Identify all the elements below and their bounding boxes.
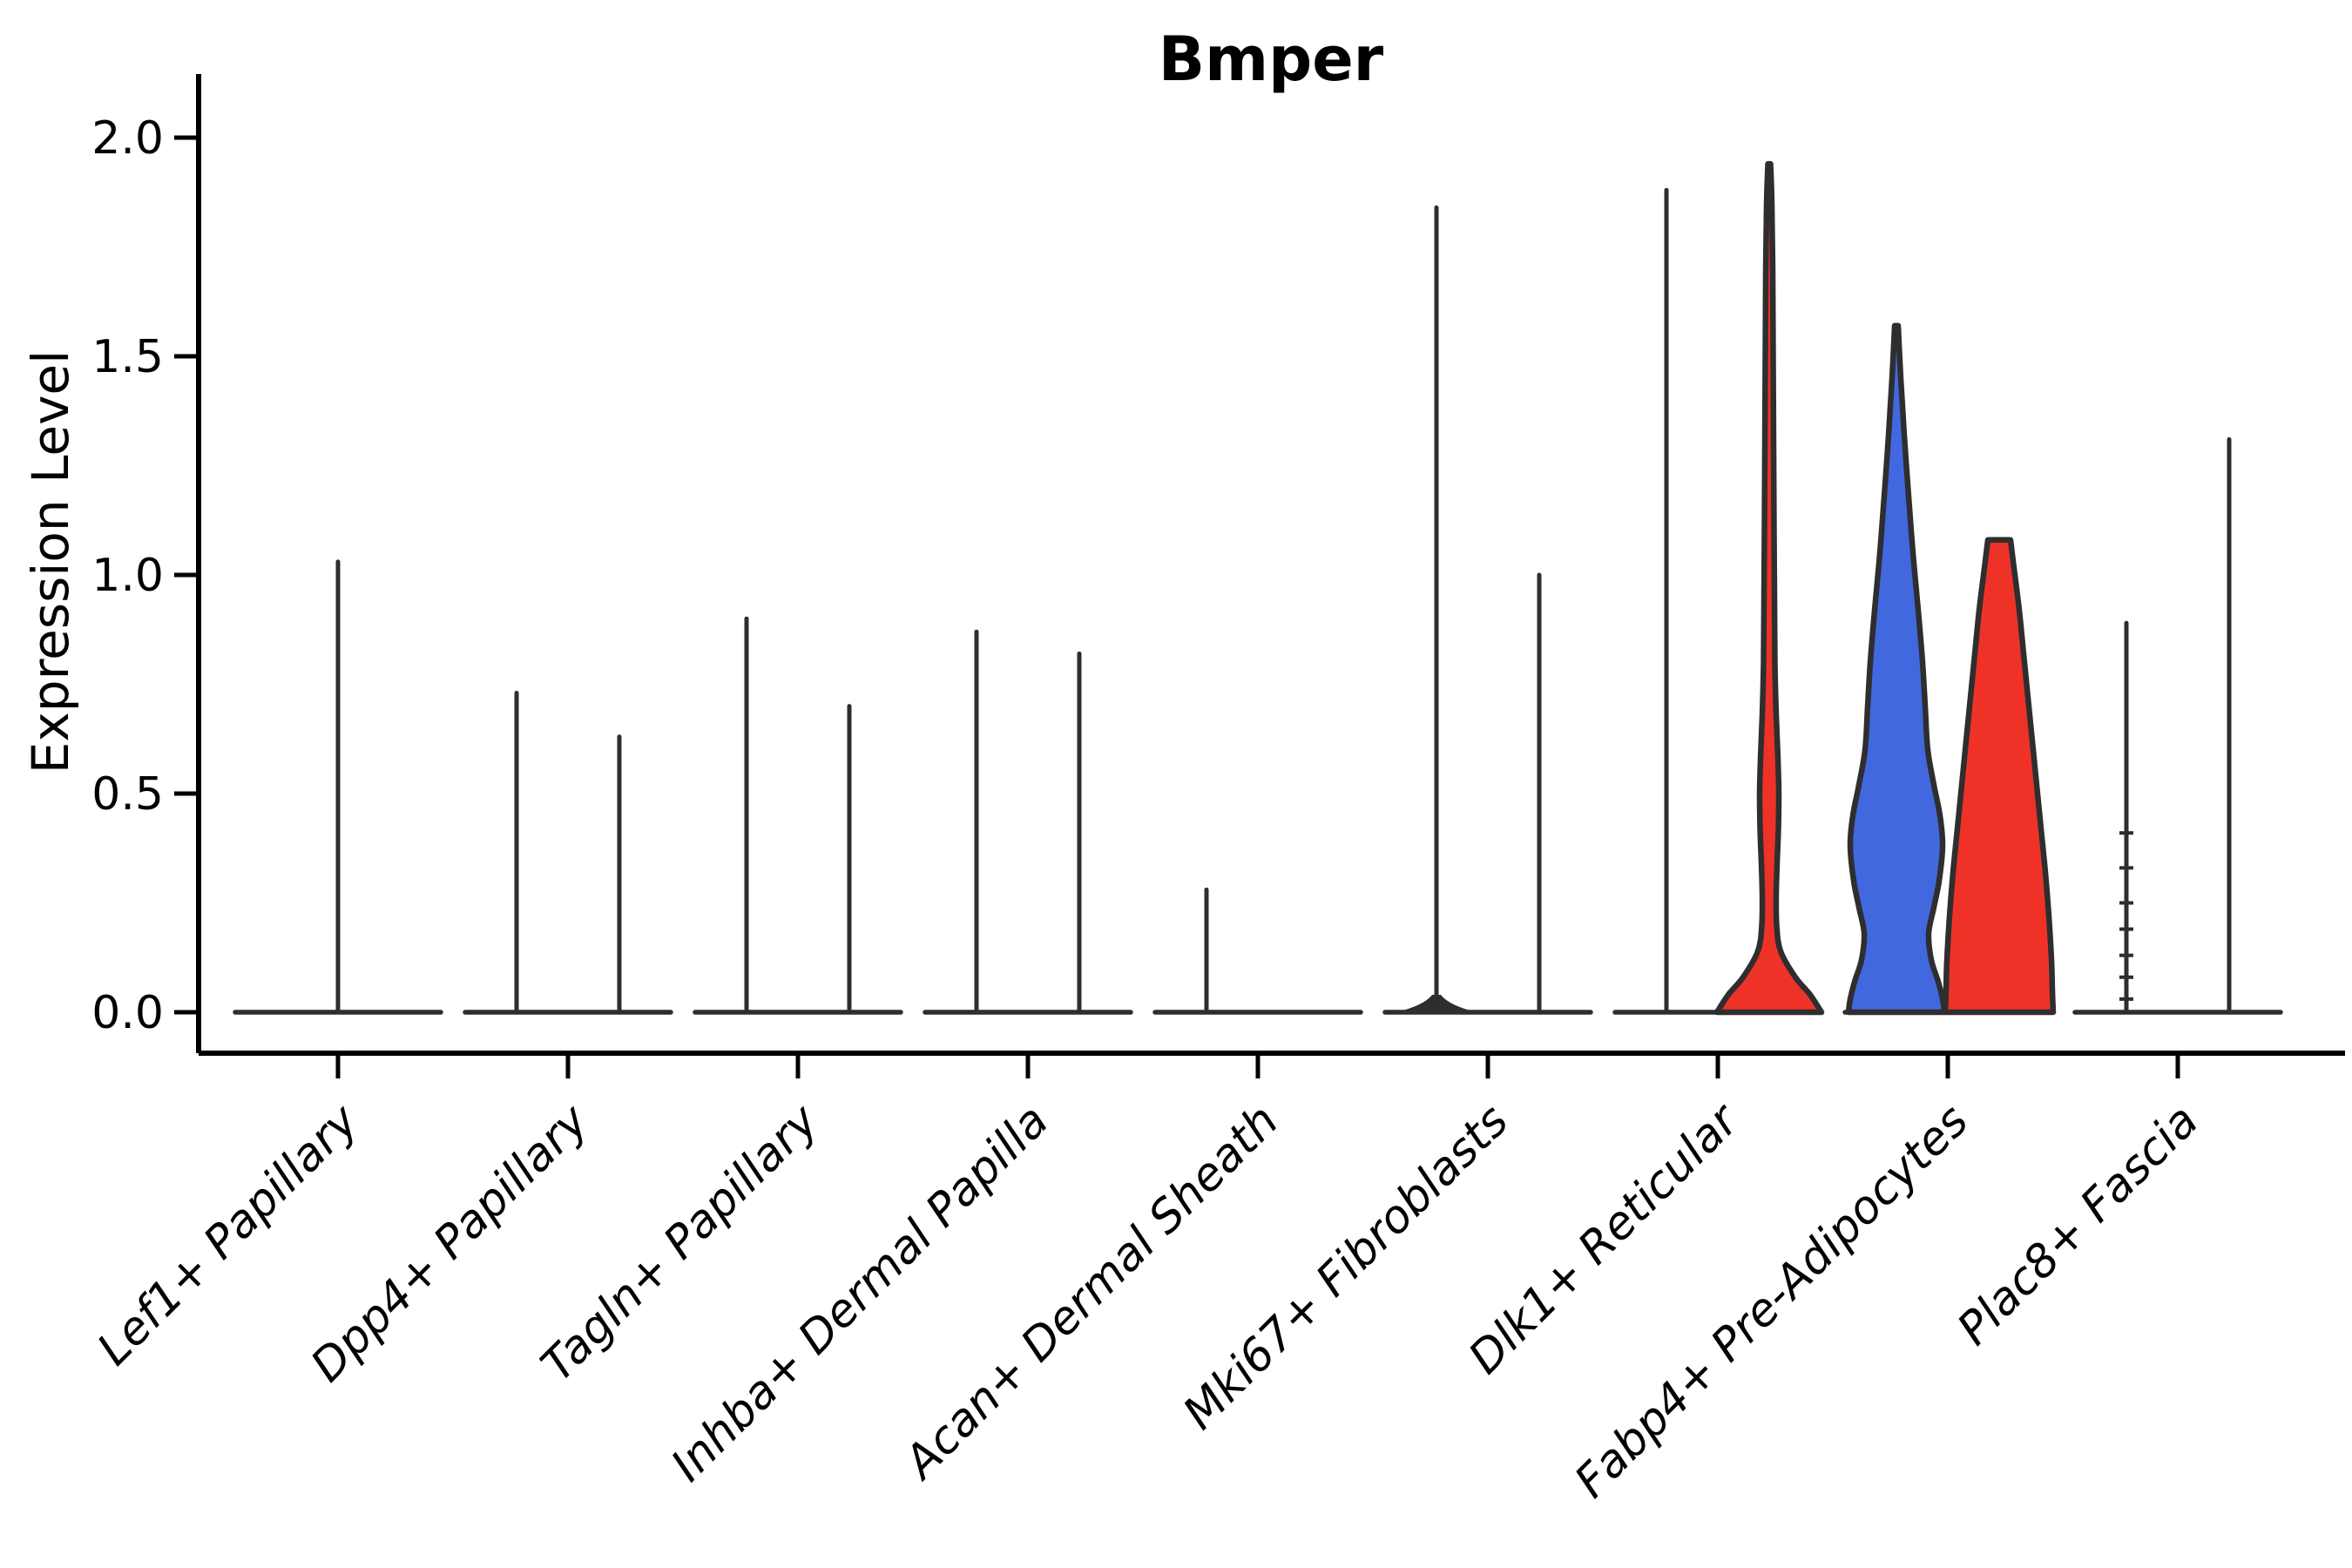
fabp4-blue-violin — [1845, 322, 1948, 1016]
x-tick-label-8: Plac8+ Fascia — [1948, 1095, 2208, 1355]
plot-title: Bmper — [1159, 24, 1384, 95]
y-tick-label: 1.5 — [91, 331, 164, 383]
x-tick-label-4: Acan+ Dermal Sheath — [893, 1095, 1288, 1490]
y-tick-label: 2.0 — [91, 112, 164, 165]
y-axis-label: Expression Level — [21, 350, 80, 774]
x-tick-label-3: Inhba+ Dermal Papilla — [661, 1095, 1058, 1492]
y-tick-label: 0.5 — [91, 768, 164, 821]
dlk1-red-violin — [1713, 160, 1825, 1016]
y-tick-label: 1.0 — [91, 550, 164, 602]
x-tick-label-7: Fabp4+ Pre-Adipocytes — [1565, 1095, 1979, 1509]
y-tick-label: 0.0 — [91, 987, 164, 1039]
fabp4-red-violin — [1942, 537, 2057, 1016]
